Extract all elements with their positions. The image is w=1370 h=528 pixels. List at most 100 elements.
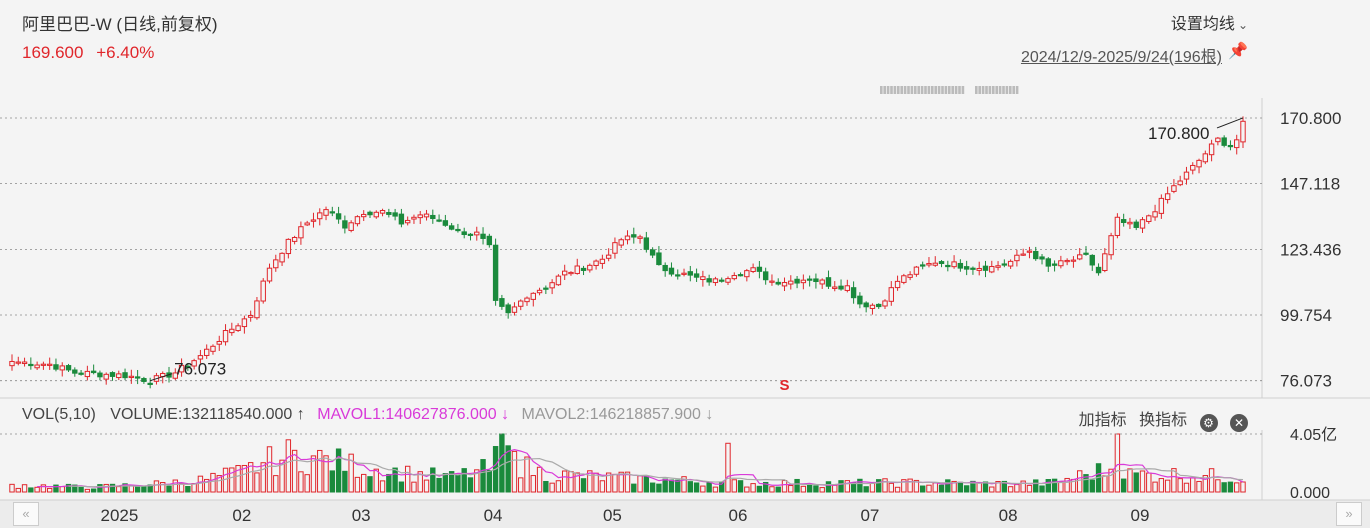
- volume-bar: [712, 486, 719, 493]
- candle-body: [737, 274, 744, 277]
- candle-body: [605, 254, 612, 259]
- close-icon[interactable]: ✕: [1230, 414, 1248, 432]
- candle-body: [693, 273, 700, 278]
- event-tick: [958, 86, 961, 94]
- volume-bar: [279, 459, 285, 493]
- volume-bar: [894, 486, 901, 493]
- candle-body: [203, 348, 210, 356]
- volume-bar: [273, 475, 279, 493]
- volume-bar: [1083, 474, 1089, 493]
- volume-bar: [15, 487, 21, 493]
- event-tick: [998, 86, 1002, 94]
- candle-body: [1058, 260, 1064, 267]
- volume-bar: [536, 466, 543, 493]
- candle-body: [1240, 120, 1246, 143]
- candle-body: [65, 365, 72, 371]
- candle-body: [273, 259, 279, 269]
- price-grid: [0, 98, 1370, 501]
- vol-label: VOL(5,10): [22, 406, 96, 423]
- volume-bar: [53, 484, 59, 493]
- candle-body: [706, 278, 712, 283]
- candle-body: [649, 249, 656, 256]
- candle-body: [317, 212, 323, 220]
- candle-body: [976, 267, 982, 271]
- volume-bar: [656, 483, 662, 493]
- volume-bar: [1077, 470, 1083, 493]
- candle-body: [404, 219, 411, 224]
- volume-bar: [624, 471, 631, 493]
- volume-bar: [1158, 478, 1165, 493]
- volume-bar: [197, 475, 204, 493]
- volume-bar: [72, 484, 78, 493]
- volume-bar: [668, 479, 675, 493]
- switch-indicator-button[interactable]: 换指标: [1139, 412, 1188, 429]
- volume-bar: [1120, 478, 1127, 493]
- candle-body: [775, 281, 781, 285]
- candle-body: [561, 270, 568, 276]
- gear-icon[interactable]: ⚙: [1199, 414, 1218, 432]
- event-tick: [910, 86, 914, 94]
- candle-body: [310, 219, 317, 222]
- event-tick: [944, 86, 948, 94]
- scroll-left-button[interactable]: «: [13, 502, 39, 526]
- volume-bar: [800, 485, 807, 493]
- candle-body: [549, 282, 555, 289]
- event-tick: [951, 86, 954, 94]
- add-indicator-button[interactable]: 加指标: [1078, 412, 1127, 429]
- date-range-label[interactable]: 2024/12/9-2025/9/24(196根): [1020, 49, 1222, 66]
- volume-bar: [637, 475, 643, 493]
- mavol2-line: [68, 457, 1244, 488]
- candle-body: [417, 214, 423, 219]
- volume-bar: [430, 467, 436, 493]
- event-tick: [934, 86, 937, 94]
- volume-bar: [291, 449, 298, 493]
- candle-body: [518, 300, 524, 307]
- candle-body: [1039, 256, 1045, 260]
- candle-body: [1196, 159, 1202, 168]
- event-tick: [931, 86, 934, 94]
- volume-bar: [505, 445, 511, 493]
- volume-bar: [28, 487, 34, 493]
- volume-bar: [178, 482, 185, 493]
- event-tick: [1002, 86, 1005, 94]
- chart-annotations: 170.800 76.073 S: [150, 86, 1244, 394]
- stock-title: 阿里巴巴-W (日线,前复权): [22, 15, 218, 34]
- candle-body: [486, 235, 493, 246]
- volume-bar: [185, 486, 191, 493]
- price-summary: 169.600 +6.40%: [22, 43, 162, 63]
- candle-body: [1164, 193, 1171, 201]
- scroll-right-button[interactable]: »: [1336, 502, 1362, 526]
- candle-body: [398, 213, 405, 225]
- candle-body: [386, 211, 392, 215]
- volume-bar: [1190, 477, 1196, 493]
- candle-body: [631, 234, 637, 238]
- volume-bar: [781, 480, 788, 493]
- volume-bar: [1033, 479, 1039, 493]
- volume-bar: [266, 446, 273, 493]
- volume-bar: [404, 465, 411, 493]
- candle-body: [348, 222, 354, 231]
- volume-bar: [693, 482, 700, 493]
- ma-settings-button[interactable]: 设置均线 ⌄: [1171, 10, 1248, 34]
- event-tick: [992, 86, 995, 94]
- volume-bar: [1014, 484, 1020, 493]
- up-arrow-icon: ↑: [296, 406, 305, 423]
- volume-bar: [882, 478, 888, 493]
- candle-body: [876, 303, 882, 308]
- volume-bar: [901, 479, 907, 493]
- candle-body: [448, 225, 455, 230]
- event-tick: [1009, 86, 1012, 94]
- event-tick: [917, 86, 920, 94]
- volume-bar: [762, 481, 769, 493]
- volume-bar: [285, 439, 292, 493]
- volume-bar: [1146, 472, 1152, 493]
- candle-body: [1202, 153, 1209, 163]
- candle-body: [970, 267, 976, 270]
- volume-bar: [706, 482, 712, 493]
- volume-bar: [599, 480, 606, 493]
- candle-body: [593, 260, 599, 266]
- event-tick: [890, 86, 893, 94]
- pin-icon[interactable]: 📌: [1228, 43, 1248, 60]
- volume-bar: [989, 486, 995, 493]
